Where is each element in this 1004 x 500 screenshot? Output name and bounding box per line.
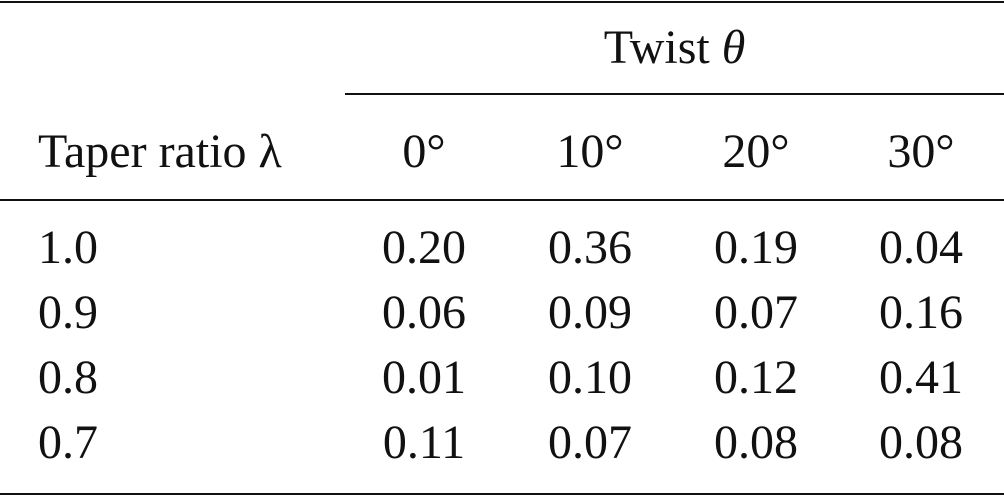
table-cell: 0.06 bbox=[382, 286, 466, 339]
group-symbol: θ bbox=[721, 21, 746, 74]
column-header: 10° bbox=[556, 125, 624, 178]
group-rule bbox=[345, 93, 1004, 95]
table-cell: 0.20 bbox=[382, 221, 466, 274]
table-cell: 0.08 bbox=[879, 416, 963, 469]
table-cell: 0.19 bbox=[714, 221, 798, 274]
mid-rule bbox=[0, 199, 1004, 201]
table-cell: 0.36 bbox=[548, 221, 632, 274]
table-cell: 0.12 bbox=[714, 351, 798, 404]
row-label: 0.9 bbox=[38, 286, 98, 339]
table-cell: 0.08 bbox=[714, 416, 798, 469]
table-cell: 0.41 bbox=[879, 351, 963, 404]
table-cell: 0.04 bbox=[879, 221, 963, 274]
table-cell: 0.10 bbox=[548, 351, 632, 404]
table-cell: 0.11 bbox=[382, 416, 466, 469]
top-rule bbox=[0, 1, 1004, 3]
table-cell: 0.07 bbox=[714, 286, 798, 339]
row-header: Taper ratio λ bbox=[38, 125, 282, 178]
row-label: 0.7 bbox=[38, 416, 98, 469]
column-header: 20° bbox=[722, 125, 790, 178]
column-header: 0° bbox=[402, 125, 446, 178]
column-header: 30° bbox=[887, 125, 955, 178]
row-label: 1.0 bbox=[38, 221, 98, 274]
table-cell: 0.16 bbox=[879, 286, 963, 339]
table-cell: 0.01 bbox=[382, 351, 466, 404]
group-header: Twist θ bbox=[345, 18, 1004, 78]
table-cell: 0.07 bbox=[548, 416, 632, 469]
table-cell: 0.09 bbox=[548, 286, 632, 339]
bottom-rule bbox=[0, 493, 1004, 495]
row-label: 0.8 bbox=[38, 351, 98, 404]
group-label: Twist bbox=[603, 21, 710, 74]
